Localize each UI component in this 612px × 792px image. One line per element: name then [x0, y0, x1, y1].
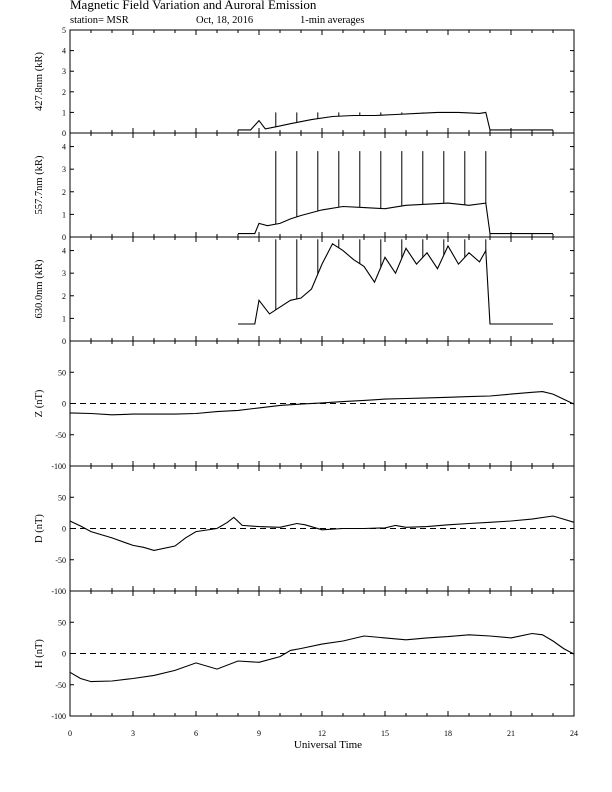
x-tick-label: 18: [444, 729, 452, 738]
panel-3: -100 -50 0 50 Z (nT): [34, 340, 575, 471]
series-line: [69, 391, 575, 416]
y-axis-label: H (nT): [34, 639, 45, 668]
y-tick-label: -100: [51, 712, 66, 721]
y-tick-label: 1: [62, 314, 66, 323]
panel-5: -100 -50 0 50 H (nT): [34, 590, 575, 721]
panel-0: 0 1 2 3 4 5 427.8nm (kR): [34, 26, 575, 138]
y-tick-label: 50: [58, 368, 66, 377]
y-tick-label: 1: [62, 108, 66, 117]
y-tick-label: 0: [62, 400, 66, 409]
y-tick-label: 3: [62, 165, 66, 174]
panel-1: 0 1 2 3 4 557.7nm (kR): [34, 132, 575, 242]
panel-frame: [69, 236, 575, 342]
averaging-label: 1-min averages: [300, 15, 364, 26]
y-tick-label: 50: [58, 618, 66, 627]
x-tick-label: 3: [131, 729, 135, 738]
y-tick-label: 0: [62, 233, 66, 242]
station-label: station= MSR: [70, 15, 129, 26]
y-axis-label: D (nT): [34, 514, 45, 543]
y-tick-label: 3: [62, 67, 66, 76]
y-tick-label: 0: [62, 129, 66, 138]
x-tick-label: 15: [381, 729, 389, 738]
y-tick-label: 4: [62, 247, 66, 256]
y-tick-label: -50: [55, 431, 66, 440]
series-line: [238, 202, 553, 235]
series-line: [238, 243, 553, 325]
panel-2: 0 1 2 3 4 630.0nm (kR): [34, 236, 575, 346]
y-tick-label: 1: [62, 210, 66, 219]
series-line: [69, 632, 575, 683]
x-tick-label: 9: [257, 729, 261, 738]
y-axis-label: Z (nT): [34, 389, 45, 417]
series-line: [238, 111, 553, 131]
x-tick-label: 21: [507, 729, 515, 738]
y-tick-label: 3: [62, 269, 66, 278]
y-tick-label: 0: [62, 650, 66, 659]
chart-title: Magnetic Field Variation and Auroral Emi…: [70, 0, 317, 12]
y-tick-label: 5: [62, 26, 66, 35]
x-axis-label: Universal Time: [294, 739, 362, 751]
x-tick-label: 12: [318, 729, 326, 738]
y-tick-label: 0: [62, 337, 66, 346]
y-tick-label: -50: [55, 681, 66, 690]
panel-4: -100 -50 0 50 D (nT): [34, 465, 575, 596]
y-axis-label: 557.7nm (kR): [34, 155, 45, 214]
y-tick-label: 2: [62, 292, 66, 301]
y-tick-label: 4: [62, 47, 66, 56]
panel-frame: [69, 132, 575, 238]
x-tick-label: 6: [194, 729, 198, 738]
y-tick-label: -100: [51, 462, 66, 471]
y-tick-label: 2: [62, 88, 66, 97]
y-tick-label: 50: [58, 493, 66, 502]
y-tick-label: -100: [51, 587, 66, 596]
y-tick-label: 4: [62, 143, 66, 152]
x-tick-label: 24: [570, 729, 578, 738]
y-axis-label: 427.8nm (kR): [34, 52, 45, 111]
y-tick-label: 0: [62, 525, 66, 534]
series-line: [69, 515, 575, 551]
y-axis-label: 630.0nm (kR): [34, 259, 45, 318]
y-tick-label: -50: [55, 556, 66, 565]
y-tick-label: 2: [62, 188, 66, 197]
x-axis: Universal Time 0 3 6 9 12 15 18 21 24: [68, 729, 578, 751]
panels: 0 1 2 3 4 5 427.8nm (kR) 0 1 2 3 4 557.7nm (kR) 0 1 2 3 4…: [34, 26, 575, 721]
x-tick-label: 0: [68, 729, 72, 738]
date-label: Oct, 18, 2016: [196, 15, 253, 26]
